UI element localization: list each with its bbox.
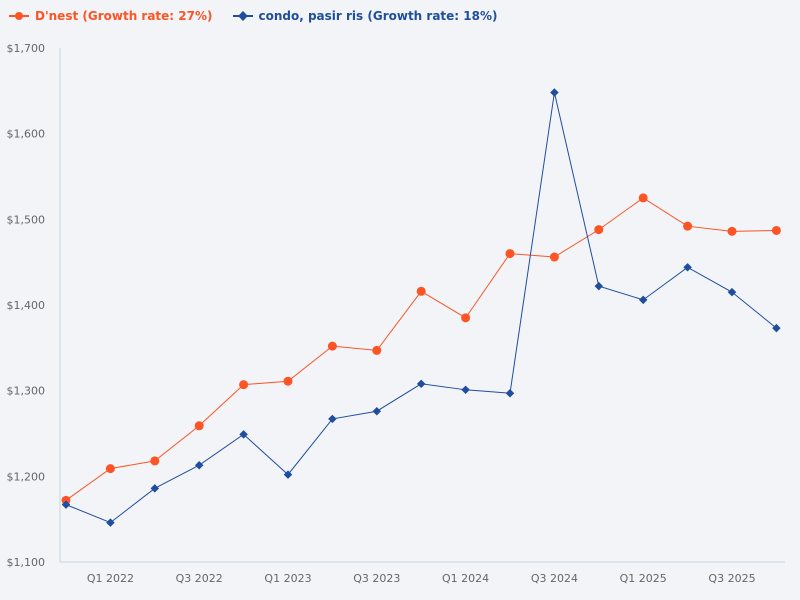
legend-diamond-marker-icon — [232, 11, 253, 21]
data-point-diamond — [416, 379, 426, 389]
data-point-circle — [283, 376, 293, 386]
data-point-circle — [771, 225, 781, 235]
y-tick-label: $1,400 — [7, 299, 46, 312]
series-line-1 — [65, 92, 777, 524]
legend-label: D'nest (Growth rate: 27%) — [35, 9, 213, 23]
legend-label: condo, pasir ris (Growth rate: 18%) — [258, 9, 498, 23]
data-point-circle — [727, 226, 737, 236]
x-tick-label: Q3 2024 — [531, 572, 578, 585]
data-point-diamond — [550, 88, 559, 97]
data-point-diamond — [328, 414, 337, 424]
data-point-diamond — [638, 295, 648, 305]
y-tick-label: $1,300 — [7, 385, 46, 398]
x-tick-label: Q1 2023 — [264, 572, 311, 585]
data-point-diamond — [594, 281, 604, 291]
data-point-circle — [461, 313, 471, 323]
y-tick-label: $1,200 — [7, 470, 46, 483]
x-tick-label: Q3 2023 — [353, 572, 400, 585]
data-point-diamond — [505, 388, 515, 398]
data-point-diamond — [150, 484, 160, 493]
y-tick-label: $1,700 — [7, 42, 46, 55]
data-point-diamond — [61, 500, 71, 509]
legend-circle-marker-icon — [9, 12, 29, 20]
data-point-circle — [594, 225, 604, 235]
data-point-circle — [549, 252, 559, 262]
data-point-circle — [327, 341, 337, 351]
data-point-circle — [683, 221, 693, 231]
data-point-circle — [505, 249, 515, 259]
data-point-circle — [105, 464, 115, 474]
data-point-circle — [150, 456, 160, 466]
data-point-diamond — [727, 287, 737, 297]
data-point-diamond — [106, 518, 115, 527]
data-point-diamond — [461, 385, 470, 395]
data-point-diamond — [283, 470, 293, 479]
x-tick-label: Q3 2025 — [708, 572, 755, 585]
data-point-diamond — [683, 263, 692, 272]
y-tick-label: $1,100 — [7, 556, 46, 569]
x-tick-label: Q1 2024 — [442, 572, 489, 585]
x-tick-label: Q1 2022 — [87, 572, 134, 585]
data-point-circle — [416, 286, 426, 296]
y-tick-label: $1,600 — [7, 128, 46, 141]
data-point-circle — [61, 495, 71, 505]
series-line-0 — [65, 197, 777, 501]
legend-item-condo[interactable]: condo, pasir ris (Growth rate: 18%) — [232, 9, 498, 23]
legend: D'nest (Growth rate: 27%) condo, pasir r… — [9, 9, 497, 23]
data-point-diamond — [772, 323, 781, 333]
data-point-diamond — [239, 430, 248, 439]
data-point-circle — [194, 421, 204, 431]
y-tick-label: $1,500 — [7, 213, 46, 226]
data-point-circle — [372, 345, 382, 355]
x-tick-label: Q3 2022 — [176, 572, 223, 585]
legend-item-dnest[interactable]: D'nest (Growth rate: 27%) — [9, 9, 213, 23]
data-point-diamond — [372, 406, 382, 416]
data-point-diamond — [194, 460, 204, 470]
x-tick-label: Q1 2025 — [620, 572, 667, 585]
data-point-circle — [638, 193, 648, 203]
data-point-circle — [239, 380, 249, 390]
